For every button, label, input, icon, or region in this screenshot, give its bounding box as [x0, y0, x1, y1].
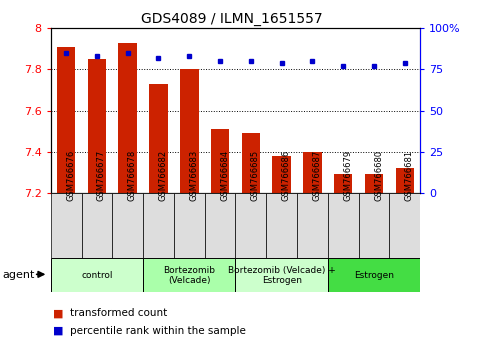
Bar	[57, 47, 75, 193]
Text: GSM766680: GSM766680	[374, 150, 383, 201]
Text: GSM766682: GSM766682	[158, 150, 168, 201]
Text: control: control	[81, 271, 113, 280]
Text: GSM766679: GSM766679	[343, 150, 352, 201]
Bar	[328, 258, 420, 292]
Bar	[88, 59, 106, 193]
Text: agent: agent	[2, 270, 35, 280]
Text: GSM766677: GSM766677	[97, 149, 106, 201]
Bar	[149, 84, 168, 193]
Text: Estrogen: Estrogen	[354, 271, 394, 280]
Bar	[112, 193, 143, 258]
Text: percentile rank within the sample: percentile rank within the sample	[70, 326, 246, 336]
Bar	[334, 175, 353, 193]
Bar	[328, 193, 358, 258]
Bar	[205, 193, 236, 258]
Text: GSM766676: GSM766676	[66, 149, 75, 201]
Bar	[365, 175, 384, 193]
Bar	[51, 193, 82, 258]
Bar	[180, 69, 199, 193]
Bar	[143, 193, 174, 258]
Text: ■: ■	[53, 308, 64, 318]
Bar	[266, 193, 297, 258]
Text: GSM766683: GSM766683	[189, 149, 199, 201]
Bar	[272, 156, 291, 193]
Text: Bortezomib (Velcade) +
Estrogen: Bortezomib (Velcade) + Estrogen	[228, 266, 336, 285]
Bar	[211, 129, 229, 193]
Bar	[297, 193, 328, 258]
Bar	[358, 193, 389, 258]
Text: GSM766684: GSM766684	[220, 150, 229, 201]
Bar	[236, 258, 328, 292]
Bar	[236, 193, 266, 258]
Text: GSM766686: GSM766686	[282, 149, 291, 201]
Text: transformed count: transformed count	[70, 308, 167, 318]
Bar	[174, 193, 205, 258]
Bar	[51, 258, 143, 292]
Bar	[242, 133, 260, 193]
Text: GSM766678: GSM766678	[128, 149, 137, 201]
Bar	[389, 193, 420, 258]
Bar	[396, 168, 414, 193]
Text: Bortezomib
(Velcade): Bortezomib (Velcade)	[163, 266, 215, 285]
Text: GDS4089 / ILMN_1651557: GDS4089 / ILMN_1651557	[141, 12, 323, 27]
Bar	[303, 152, 322, 193]
Bar	[118, 43, 137, 193]
Bar	[143, 258, 236, 292]
Text: GSM766681: GSM766681	[405, 150, 414, 201]
Text: GSM766687: GSM766687	[313, 149, 322, 201]
Text: ■: ■	[53, 326, 64, 336]
Text: GSM766685: GSM766685	[251, 150, 260, 201]
Bar	[82, 193, 112, 258]
